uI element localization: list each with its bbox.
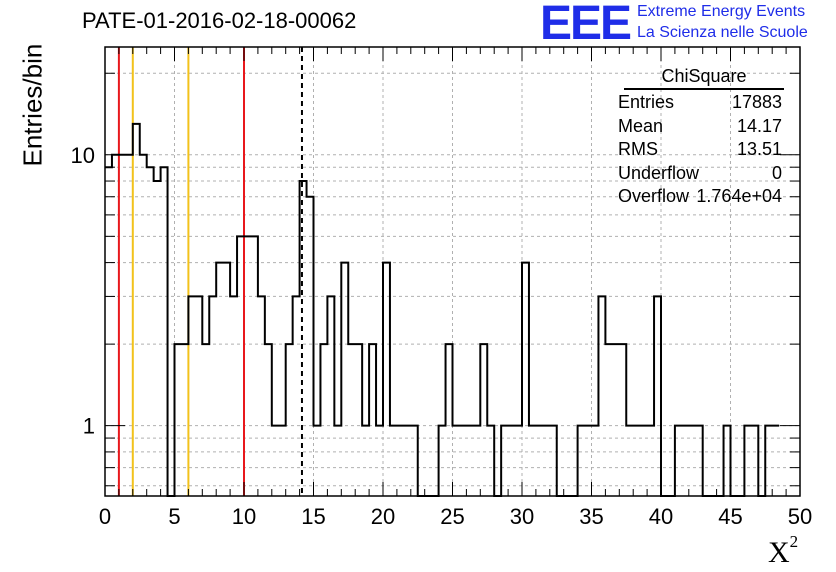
x-axis-label: X2 (768, 532, 798, 570)
x-tick-label: 45 (718, 504, 742, 529)
logo-line-1: Extreme Energy Events (637, 3, 806, 20)
x-tick-label: 15 (301, 504, 325, 529)
stats-row: Underflow 0 (612, 161, 784, 185)
stats-box: ChiSquare Entries 17883 Mean 14.17 RMS 13.5… (612, 66, 784, 208)
stats-value: 1.764e+04 (696, 186, 782, 206)
x-axis-label-superscript: 2 (789, 532, 799, 551)
stats-value: 14.17 (736, 115, 782, 136)
stats-key: Underflow (618, 162, 700, 183)
eee-logo: EEE (540, 0, 632, 50)
stats-key: RMS (618, 139, 658, 159)
stats-row: Mean 14.17 (612, 114, 784, 138)
x-tick-label: 35 (579, 504, 603, 529)
stats-key: Mean (618, 115, 664, 136)
y-axis-label: Entries/bin (17, 43, 48, 167)
stats-value: 0 (771, 162, 782, 183)
logo-line-2: La Scienza nelle Scuole (637, 24, 808, 41)
x-axis-label-base: X (768, 536, 790, 569)
stats-title: ChiSquare (624, 66, 784, 90)
x-tick-label: 25 (440, 504, 464, 529)
stats-row: Overflow 1.764e+04 (612, 184, 784, 208)
stats-value: 17883 (731, 92, 782, 112)
x-tick-label: 0 (99, 504, 111, 529)
x-tick-label: 40 (649, 504, 673, 529)
stats-row: RMS 13.51 (612, 137, 784, 161)
stats-value: 13.51 (736, 139, 782, 159)
stats-row: Entries 17883 (612, 90, 784, 114)
stats-key: Overflow (618, 186, 690, 206)
page-title: PATE-01-2016-02-18-00062 (82, 8, 357, 33)
stats-key: Entries (618, 92, 675, 112)
x-tick-label: 50 (788, 504, 812, 529)
x-tick-label: 5 (168, 504, 180, 529)
histogram-line (105, 122, 780, 497)
y-tick-label: 10 (71, 143, 95, 168)
x-tick-label: 30 (510, 504, 534, 529)
y-tick-label: 1 (83, 414, 95, 439)
x-tick-label: 10 (232, 504, 256, 529)
x-tick-label: 20 (371, 504, 395, 529)
